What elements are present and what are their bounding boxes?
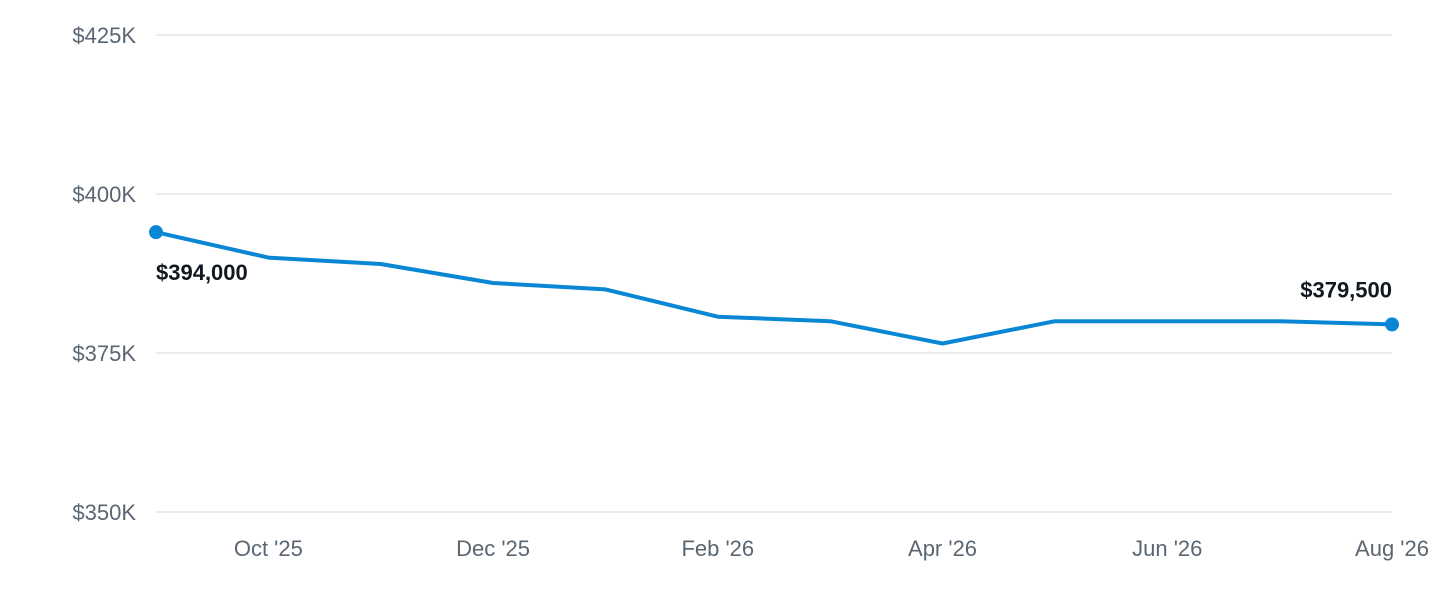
y-tick-label: $425K — [72, 23, 136, 48]
y-tick-label: $375K — [72, 341, 136, 366]
x-tick-label: Jun '26 — [1132, 536, 1202, 561]
x-tick-label: Aug '26 — [1355, 536, 1429, 561]
x-tick-label: Dec '25 — [456, 536, 530, 561]
data-label: $394,000 — [156, 260, 248, 285]
data-label: $379,500 — [1300, 277, 1392, 302]
x-tick-label: Oct '25 — [234, 536, 303, 561]
y-tick-label: $400K — [72, 182, 136, 207]
y-tick-label: $350K — [72, 500, 136, 525]
y-grid — [156, 34, 1392, 513]
series-line — [154, 230, 1394, 346]
x-tick-label: Feb '26 — [681, 536, 754, 561]
data-point-marker — [149, 225, 163, 240]
x-tick-label: Apr '26 — [908, 536, 977, 561]
data-point-marker — [1385, 317, 1399, 332]
